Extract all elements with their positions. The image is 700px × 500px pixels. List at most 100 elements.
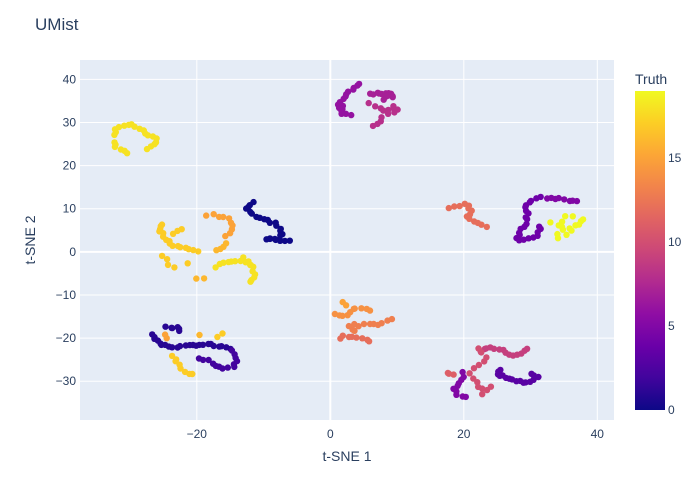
scatter-point bbox=[203, 212, 210, 219]
scatter-point bbox=[164, 261, 172, 269]
scatter-point bbox=[388, 315, 396, 323]
scatter-point bbox=[554, 235, 562, 242]
scatter-point bbox=[445, 204, 452, 212]
scatter-point bbox=[231, 258, 239, 265]
scatter-point bbox=[459, 368, 466, 376]
scatter-point bbox=[247, 278, 254, 285]
scatter-point bbox=[558, 218, 566, 225]
scatter-point bbox=[220, 259, 227, 266]
scatter-point bbox=[144, 132, 152, 139]
y-tick-label: 20 bbox=[63, 159, 77, 173]
scatter-point bbox=[555, 194, 562, 202]
scatter-point bbox=[547, 219, 554, 226]
y-axis-label: t-SNE 2 bbox=[22, 215, 38, 264]
scatter-point bbox=[169, 242, 176, 249]
scatter-point bbox=[195, 248, 202, 255]
scatter-point bbox=[224, 364, 231, 371]
scatter-point bbox=[286, 237, 293, 244]
scatter-point bbox=[575, 221, 583, 228]
scatter-point bbox=[158, 252, 166, 260]
scatter-point bbox=[184, 260, 191, 267]
scatter-point bbox=[355, 323, 362, 330]
scatter-point bbox=[351, 305, 358, 312]
y-tick-label: 30 bbox=[63, 116, 77, 130]
scatter-point bbox=[479, 391, 486, 398]
scatter-point bbox=[176, 342, 184, 350]
scatter-point bbox=[344, 88, 352, 95]
scatter-point bbox=[266, 219, 274, 226]
scatter-point bbox=[568, 227, 575, 234]
scatter-point bbox=[131, 123, 138, 130]
scatter-point bbox=[474, 379, 481, 386]
scatter-point bbox=[380, 107, 387, 114]
scatter-point bbox=[569, 213, 576, 220]
x-tick-label: 0 bbox=[327, 427, 334, 441]
scatter-point bbox=[365, 338, 373, 345]
colorbar bbox=[635, 91, 665, 410]
scatter-point bbox=[483, 223, 490, 231]
scatter-point bbox=[533, 195, 540, 202]
scatter-point bbox=[178, 226, 185, 233]
scatter-point bbox=[199, 341, 207, 348]
scatter-point bbox=[369, 122, 377, 130]
scatter-point bbox=[219, 330, 226, 337]
scatter-point bbox=[365, 99, 372, 107]
x-tick-label: −20 bbox=[187, 427, 208, 441]
scatter-point bbox=[143, 145, 151, 153]
y-tick-label: 40 bbox=[63, 72, 77, 86]
y-tick-label: −20 bbox=[56, 331, 77, 345]
scatter-point bbox=[176, 327, 183, 335]
scatter-point bbox=[360, 320, 368, 328]
scatter-point bbox=[162, 323, 169, 330]
y-tick-label: 0 bbox=[69, 245, 76, 259]
scatter-point bbox=[561, 196, 568, 203]
scatter-point bbox=[219, 365, 226, 372]
scatter-point bbox=[248, 210, 255, 217]
scatter-point bbox=[200, 275, 208, 282]
scatter-point bbox=[490, 345, 498, 352]
x-tick-label: 40 bbox=[591, 427, 605, 441]
scatter-point bbox=[358, 305, 365, 312]
scatter-point bbox=[123, 150, 131, 157]
chart-title: UMist bbox=[35, 15, 79, 34]
scatter-point bbox=[111, 143, 119, 151]
scatter-point bbox=[380, 96, 387, 103]
scatter-point bbox=[450, 371, 457, 378]
y-tick-labels: −30 −20 −10 0 10 20 30 40 bbox=[56, 72, 77, 388]
scatter-point bbox=[240, 254, 247, 261]
scatter-point bbox=[196, 331, 203, 339]
scatter-point bbox=[523, 345, 531, 352]
scatter-point bbox=[171, 264, 178, 271]
y-tick-label: −10 bbox=[56, 288, 77, 302]
scatter-point bbox=[451, 203, 458, 210]
scatter-point bbox=[481, 358, 488, 365]
scatter-point bbox=[353, 334, 360, 341]
y-tick-label: −30 bbox=[56, 374, 77, 388]
colorbar-tick-label: 15 bbox=[668, 151, 682, 165]
scatter-point bbox=[339, 332, 346, 339]
scatter-point bbox=[266, 235, 274, 242]
scatter-point bbox=[558, 223, 566, 231]
scatter-point bbox=[523, 216, 531, 223]
colorbar-tick-label: 10 bbox=[668, 235, 682, 249]
scatter-point bbox=[168, 344, 176, 351]
scatter-point bbox=[470, 365, 478, 372]
scatter-point bbox=[210, 211, 217, 218]
data-points bbox=[111, 80, 587, 401]
scatter-point bbox=[177, 365, 184, 372]
scatter-point bbox=[220, 213, 227, 221]
scatter-point bbox=[483, 386, 491, 394]
scatter-point bbox=[378, 320, 385, 327]
scatter-point bbox=[214, 333, 221, 341]
scatter-point bbox=[339, 312, 346, 319]
scatter-point bbox=[573, 197, 581, 205]
scatter-point bbox=[189, 370, 196, 378]
scatter-point bbox=[163, 335, 170, 342]
scatter-point bbox=[478, 221, 485, 228]
scatter-point bbox=[391, 109, 398, 116]
scatter-point bbox=[520, 236, 527, 243]
scatter-point bbox=[226, 230, 234, 237]
scatter-point bbox=[276, 237, 284, 244]
scatter-point bbox=[222, 240, 230, 247]
y-tick-label: 10 bbox=[63, 202, 77, 216]
